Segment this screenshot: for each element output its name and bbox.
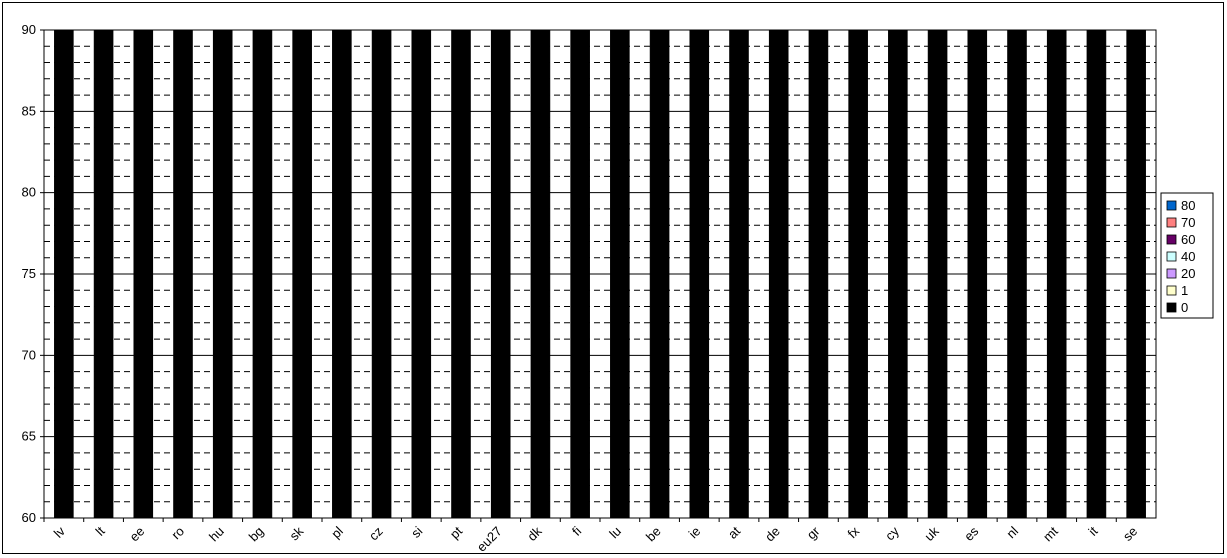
bar-segment-cy-0 (888, 29, 908, 519)
legend-swatch-70 (1166, 217, 1177, 228)
bar-segment-it-0 (1086, 29, 1107, 519)
legend: 80 70 60 40 20 1 0 (1160, 192, 1214, 319)
legend-label-70: 70 (1181, 215, 1195, 230)
x-tick-label: hu (206, 524, 227, 545)
x-tick-label: ro (168, 524, 187, 543)
x-tick-label: es (961, 523, 982, 544)
bar-segment-lv-0 (54, 29, 74, 519)
bar-segment-mt-0 (1046, 29, 1067, 519)
x-tick-label: ee (127, 524, 148, 545)
x-tick-label: pt (447, 523, 466, 542)
bar-segment-be-0 (649, 29, 670, 519)
x-tick-label: se (1120, 524, 1140, 544)
bar-segment-ee-0 (133, 29, 154, 519)
bar-segment-dk-0 (530, 29, 551, 519)
legend-swatch-0 (1166, 302, 1177, 313)
x-tick-label: cy (882, 523, 902, 543)
bar-segment-nl-0 (1007, 29, 1027, 519)
x-tick-label: it (1085, 523, 1100, 538)
x-tick-label: lt (92, 523, 107, 538)
bar-segment-lu-0 (610, 29, 630, 519)
x-tick-label: si (408, 523, 425, 540)
y-tick-label: 70 (22, 347, 36, 362)
legend-label-1: 1 (1181, 283, 1188, 298)
legend-swatch-20 (1166, 268, 1177, 279)
x-tick-label: uk (921, 523, 942, 544)
x-tick-label: lu (606, 524, 624, 542)
x-axis: lv lt ee ro hu bg sk pl cz si pt eu27 dk fi lu be ie at de… (43, 518, 1140, 555)
x-tick-label: mt (1040, 523, 1061, 544)
legend-swatch-1 (1166, 285, 1177, 296)
bar-segment-sk-0 (292, 29, 312, 519)
bar-segment-si-0 (411, 29, 432, 519)
y-tick-label: 85 (22, 103, 36, 118)
bar-segment-se-0 (1126, 29, 1146, 519)
grid-lines (43, 29, 1157, 519)
bar-segment-lt-0 (93, 29, 114, 519)
legend-swatch-40 (1166, 251, 1177, 262)
bar-segment-fi-0 (570, 29, 590, 519)
x-tick-label: be (643, 524, 664, 545)
x-tick-label: bg (246, 524, 267, 545)
bar-segment-de-0 (768, 29, 789, 519)
bar-segment-es-0 (967, 29, 988, 519)
bar-segment-bg-0 (252, 29, 273, 519)
bar-segment-pt-0 (451, 29, 471, 519)
y-axis: 60 65 70 75 80 85 90 (22, 22, 44, 525)
bar-segment-gr-0 (808, 29, 829, 519)
x-tick-label: fi (569, 523, 584, 538)
y-tick-label: 80 (22, 185, 36, 200)
bar-segment-cz-0 (371, 29, 392, 519)
x-tick-label: eu27 (474, 524, 505, 555)
x-tick-label: dk (524, 523, 545, 544)
bar-segment-ro-0 (173, 29, 193, 519)
bar-segment-hu-0 (212, 29, 233, 519)
bar-segment-eu27-0 (490, 29, 511, 519)
legend-swatch-80 (1166, 200, 1177, 211)
y-tick-label: 60 (22, 510, 36, 525)
legend-label-20: 20 (1181, 266, 1195, 281)
bars (54, 29, 1146, 519)
bar-segment-pl-0 (332, 29, 352, 519)
legend-swatch-60 (1166, 234, 1177, 245)
x-tick-label: pl (328, 523, 346, 541)
bar-segment-ie-0 (689, 29, 710, 519)
bar-segment-uk-0 (927, 29, 948, 519)
x-tick-label: at (725, 523, 744, 542)
x-tick-label: ie (686, 524, 704, 542)
x-tick-label: de (762, 524, 783, 545)
x-tick-label: cz (366, 524, 386, 544)
legend-label-80: 80 (1181, 198, 1195, 213)
x-tick-label: fx (844, 523, 862, 541)
x-tick-label: gr (804, 523, 823, 542)
y-tick-label: 90 (22, 22, 36, 37)
y-tick-label: 65 (22, 429, 36, 444)
x-tick-label: sk (286, 523, 306, 543)
legend-label-0: 0 (1181, 300, 1188, 315)
legend-label-60: 60 (1181, 232, 1195, 247)
bar-segment-at-0 (729, 29, 749, 519)
bar-segment-fx-0 (848, 29, 868, 519)
x-tick-label: nl (1003, 523, 1021, 541)
y-tick-label: 75 (22, 266, 36, 281)
x-tick-label: lv (51, 523, 69, 541)
legend-label-40: 40 (1181, 249, 1195, 264)
